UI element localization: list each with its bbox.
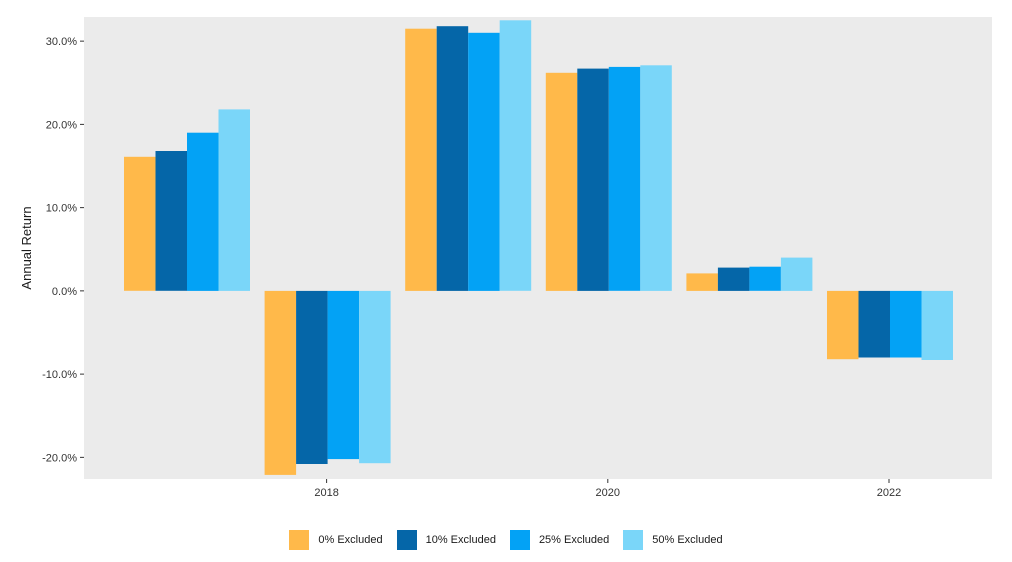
legend-label: 0% Excluded	[318, 534, 383, 546]
bar-2022-series-3	[890, 290, 922, 358]
y-tick-label: 20.0%	[46, 119, 77, 131]
bar-2022-series-1	[827, 290, 859, 360]
bar-2021-series-1	[686, 273, 718, 291]
bar-2021-series-4	[780, 257, 813, 291]
y-axis-title: Annual Return	[19, 206, 34, 289]
legend-key	[396, 530, 417, 550]
bar-2020-series-1	[545, 72, 578, 291]
y-tick-label: -10.0%	[42, 369, 77, 381]
y-tick-label: 0.0%	[52, 286, 77, 298]
y-axis: -20.0% -10.0% 0.0% 10.0% 20.0% 30.0%	[42, 36, 84, 464]
bar-2020-series-3	[608, 66, 641, 291]
bar-2018-series-2	[296, 290, 328, 464]
bar-2020-series-2	[577, 68, 609, 291]
bar-2018-series-1	[264, 290, 297, 475]
legend: 0% Excluded 10% Excluded 25% Excluded 50% E…	[0, 530, 1012, 550]
bar-2019-series-4	[499, 20, 532, 291]
legend-label: 50% Excluded	[652, 534, 723, 546]
x-tick-label: 2022	[877, 487, 901, 499]
bar-2021-series-3	[749, 266, 781, 291]
bar-2019-series-3	[468, 32, 500, 291]
bar-2017-series-4	[218, 109, 250, 291]
bar-2017-series-2	[155, 151, 187, 291]
bar-2019-series-1	[405, 28, 437, 291]
x-tick-label: 2020	[596, 487, 620, 499]
y-tick-label: 10.0%	[46, 203, 77, 215]
bar-2018-series-3	[327, 290, 360, 460]
legend-label: 10% Excluded	[425, 534, 496, 546]
legend-item: 25% Excluded	[509, 530, 610, 550]
legend-item: 50% Excluded	[623, 530, 723, 550]
legend-label: 25% Excluded	[538, 534, 610, 546]
bar-2019-series-2	[436, 26, 469, 291]
bar-2018-series-4	[359, 290, 391, 464]
bar-2020-series-4	[640, 65, 672, 291]
legend-item: 0% Excluded	[289, 530, 383, 550]
bar-2022-series-4	[921, 290, 953, 360]
x-axis: 2018 2020 2022	[314, 479, 901, 499]
x-tick-label: 2018	[314, 487, 338, 499]
legend-key	[509, 530, 530, 550]
y-tick-label: 30.0%	[46, 36, 77, 48]
bar-2022-series-2	[858, 290, 890, 358]
y-tick-label: -20.0%	[42, 452, 77, 464]
bar-2017-series-1	[124, 156, 156, 291]
legend-key	[623, 530, 644, 550]
bar-2021-series-2	[717, 267, 750, 291]
bar-2017-series-3	[187, 132, 219, 291]
legend-key	[289, 530, 310, 550]
legend-item: 10% Excluded	[396, 530, 496, 550]
bars-group	[124, 20, 953, 475]
